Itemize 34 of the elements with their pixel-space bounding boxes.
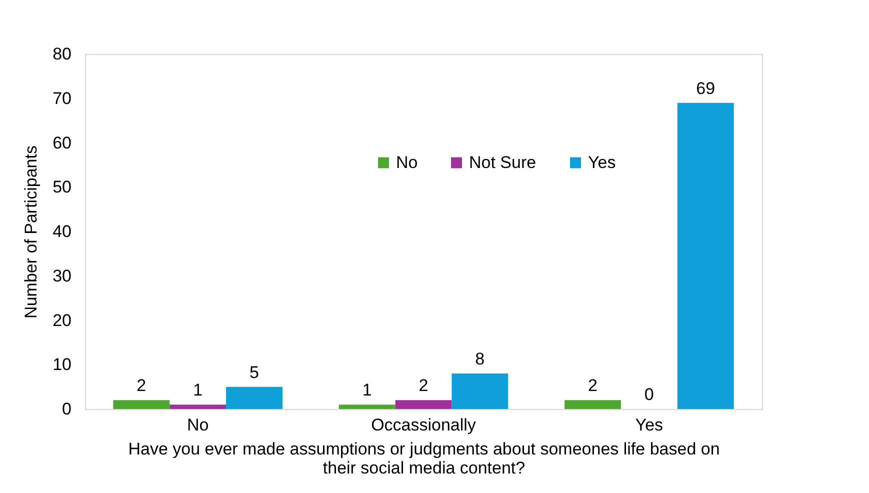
bar	[677, 102, 734, 409]
y-tick-label: 30	[52, 266, 72, 286]
legend-label: Yes	[588, 152, 616, 172]
data-label: 69	[696, 78, 716, 98]
bar	[338, 404, 396, 409]
y-tick-label: 0	[62, 400, 72, 418]
legend-label: Not Sure	[469, 152, 536, 172]
bar	[226, 386, 282, 409]
y-tick-label: 20	[52, 310, 72, 330]
legend-label: No	[396, 152, 418, 172]
data-label: 1	[362, 380, 372, 400]
x-axis-title: Have you ever made assumptions or judgments about someones life based on their social media content?	[128, 440, 720, 478]
data-label: 2	[136, 376, 146, 396]
y-tick-label: 60	[52, 133, 72, 152]
bar	[170, 404, 226, 409]
y-tick-label: 80	[52, 44, 72, 64]
y-tick-label: 40	[52, 222, 72, 241]
y-tick-label: 10	[52, 355, 72, 374]
y-axis-title: Number of Participants	[22, 146, 41, 318]
bar	[564, 400, 621, 409]
x-tick-label: Yes	[635, 416, 664, 434]
bar	[452, 374, 508, 409]
data-label: 0	[644, 385, 654, 404]
y-tick-label: 50	[52, 178, 72, 197]
data-label: 8	[475, 350, 485, 368]
x-tick-label: No	[186, 416, 209, 434]
data-label: 1	[193, 380, 203, 400]
data-label: 2	[588, 376, 598, 396]
bar	[395, 400, 452, 409]
bar	[113, 400, 170, 409]
y-tick-label: 70	[52, 88, 72, 108]
data-label: 2	[418, 376, 428, 396]
x-tick-label: Occassionally	[371, 416, 476, 434]
data-label: 5	[250, 362, 259, 382]
